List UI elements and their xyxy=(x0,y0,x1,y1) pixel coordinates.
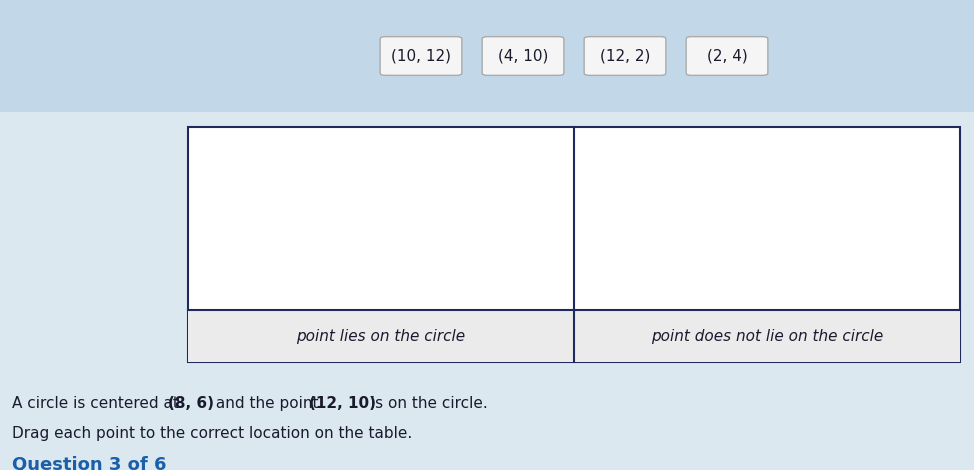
Text: (4, 10): (4, 10) xyxy=(498,48,548,63)
Text: (8, 6): (8, 6) xyxy=(168,396,214,411)
Text: Drag each point to the correct location on the table.: Drag each point to the correct location … xyxy=(12,426,412,441)
Bar xyxy=(188,310,960,362)
Text: A circle is centered at: A circle is centered at xyxy=(12,396,184,411)
FancyBboxPatch shape xyxy=(482,37,564,75)
Bar xyxy=(188,127,960,362)
Text: (12, 10): (12, 10) xyxy=(309,396,376,411)
Text: point lies on the circle: point lies on the circle xyxy=(296,329,466,344)
Bar xyxy=(0,0,974,112)
FancyBboxPatch shape xyxy=(686,37,768,75)
Text: and the point: and the point xyxy=(211,396,323,411)
FancyBboxPatch shape xyxy=(380,37,462,75)
Text: Question 3 of 6: Question 3 of 6 xyxy=(12,456,167,470)
Text: (2, 4): (2, 4) xyxy=(706,48,747,63)
Text: point does not lie on the circle: point does not lie on the circle xyxy=(651,329,883,344)
Text: (12, 2): (12, 2) xyxy=(600,48,651,63)
FancyBboxPatch shape xyxy=(584,37,666,75)
Text: is on the circle.: is on the circle. xyxy=(366,396,488,411)
Text: (10, 12): (10, 12) xyxy=(391,48,451,63)
